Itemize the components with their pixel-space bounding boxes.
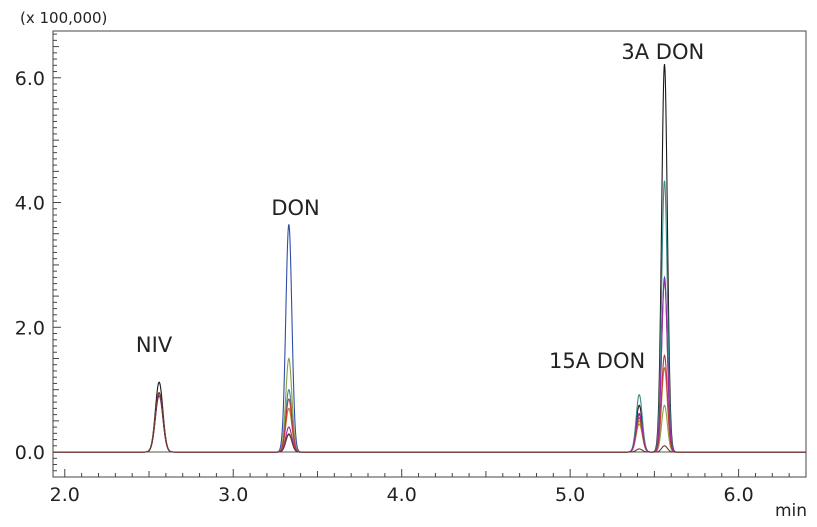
peak-label: DON — [271, 196, 319, 220]
plot-area — [52, 30, 807, 478]
y-tick-label: 4.0 — [15, 193, 45, 215]
peak-label: 15A DON — [549, 349, 645, 373]
y-tick-label: 6.0 — [15, 68, 45, 90]
peak-labels: NIV DON 15A DON 3A DON — [136, 40, 704, 373]
scale-note: (x 100,000) — [20, 9, 107, 27]
x-tick-label: 5.0 — [555, 484, 585, 506]
plot-frame — [52, 30, 807, 478]
y-tick-label: 2.0 — [15, 317, 45, 339]
x-tick-label: 6.0 — [724, 484, 754, 506]
peak-label: NIV — [136, 333, 173, 357]
trace-line-3 — [53, 180, 806, 453]
x-axis-unit-label: min — [775, 501, 807, 521]
y-axis: 0.0 2.0 4.0 6.0 — [15, 33, 61, 472]
trace-line-8 — [53, 392, 806, 453]
y-tick-label: 0.0 — [15, 442, 45, 464]
x-tick-label: 4.0 — [387, 484, 417, 506]
peak-label: 3A DON — [621, 40, 704, 64]
x-axis: 2.0 3.0 4.0 5.0 6.0 — [50, 469, 807, 506]
x-tick-label: 2.0 — [50, 484, 80, 506]
trace-line-1 — [53, 63, 806, 453]
trace-line-7 — [53, 278, 806, 453]
x-tick-label: 3.0 — [218, 484, 248, 506]
